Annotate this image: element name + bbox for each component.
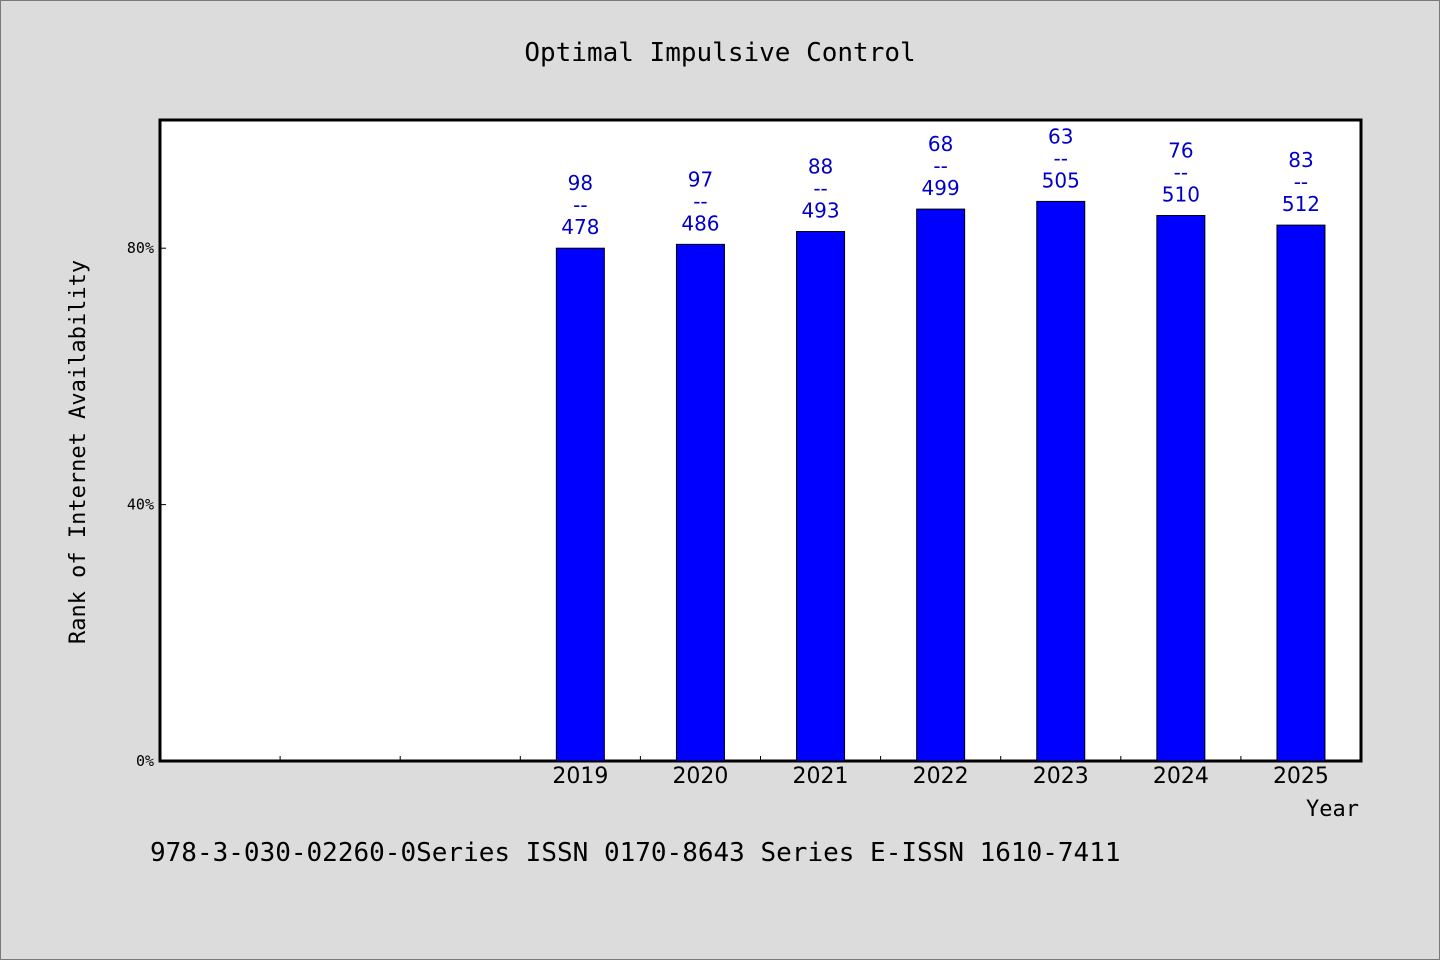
y-tick-label: 80%: [127, 239, 154, 257]
bar-data-label: --: [1054, 146, 1068, 170]
bar-data-label: 512: [1282, 192, 1320, 216]
x-tick-label: 2020: [672, 764, 728, 789]
bar-data-label: 97: [688, 167, 713, 191]
x-tick-label: 2022: [913, 764, 969, 789]
x-tick-label: 2021: [793, 764, 849, 789]
bar-data-label: --: [1174, 161, 1188, 185]
bar: [1156, 215, 1206, 762]
x-ticks-group: 2019 2020 2021 2022 2023 2024 2025: [279, 756, 1329, 789]
x-axis-label: Year: [1306, 797, 1359, 822]
bar-data-label: --: [813, 177, 827, 201]
bar: [796, 231, 846, 762]
y-tick-label: 40%: [127, 496, 154, 514]
y-tick-label: 0%: [136, 752, 154, 770]
bar-data-label: --: [573, 193, 587, 217]
bar: [555, 247, 605, 762]
bar-data-label: 505: [1042, 168, 1080, 192]
bar: [916, 208, 966, 762]
bar-data-label: 68: [928, 132, 953, 156]
bar: [1276, 224, 1326, 762]
bar-data-label: --: [1294, 170, 1308, 194]
bar-data-label: --: [933, 154, 947, 178]
bar-data-label: 486: [681, 211, 719, 235]
bar-data-label: 63: [1048, 124, 1073, 148]
y-axis-label: Rank of Internet Availability: [66, 260, 91, 644]
x-tick-label: 2023: [1033, 764, 1089, 789]
bar-data-label: 98: [568, 171, 593, 195]
bars-group: [555, 200, 1326, 762]
bar-data-label: 510: [1162, 183, 1200, 207]
footer-text: 978-3-030-02260-0Series ISSN 0170-8643 S…: [150, 838, 1121, 868]
bar-data-label: 478: [561, 215, 599, 239]
bar-data-label: 499: [922, 176, 960, 200]
x-tick-label: 2025: [1273, 764, 1329, 789]
bar: [675, 243, 725, 762]
y-ticks-group: 0% 40% 80%: [127, 239, 166, 770]
bar-data-label: 88: [808, 155, 833, 179]
bar: [1036, 200, 1086, 762]
bar-data-label: 493: [801, 199, 839, 223]
bar-data-label: 83: [1288, 148, 1313, 172]
bar-data-label: 76: [1168, 139, 1193, 163]
x-tick-label: 2019: [552, 764, 608, 789]
x-tick-label: 2024: [1153, 764, 1209, 789]
bar-labels-group: 98--47897--48688--49368--49963--50576--5…: [561, 124, 1320, 239]
chart-title: Optimal Impulsive Control: [524, 38, 915, 68]
bar-data-label: --: [693, 189, 707, 213]
